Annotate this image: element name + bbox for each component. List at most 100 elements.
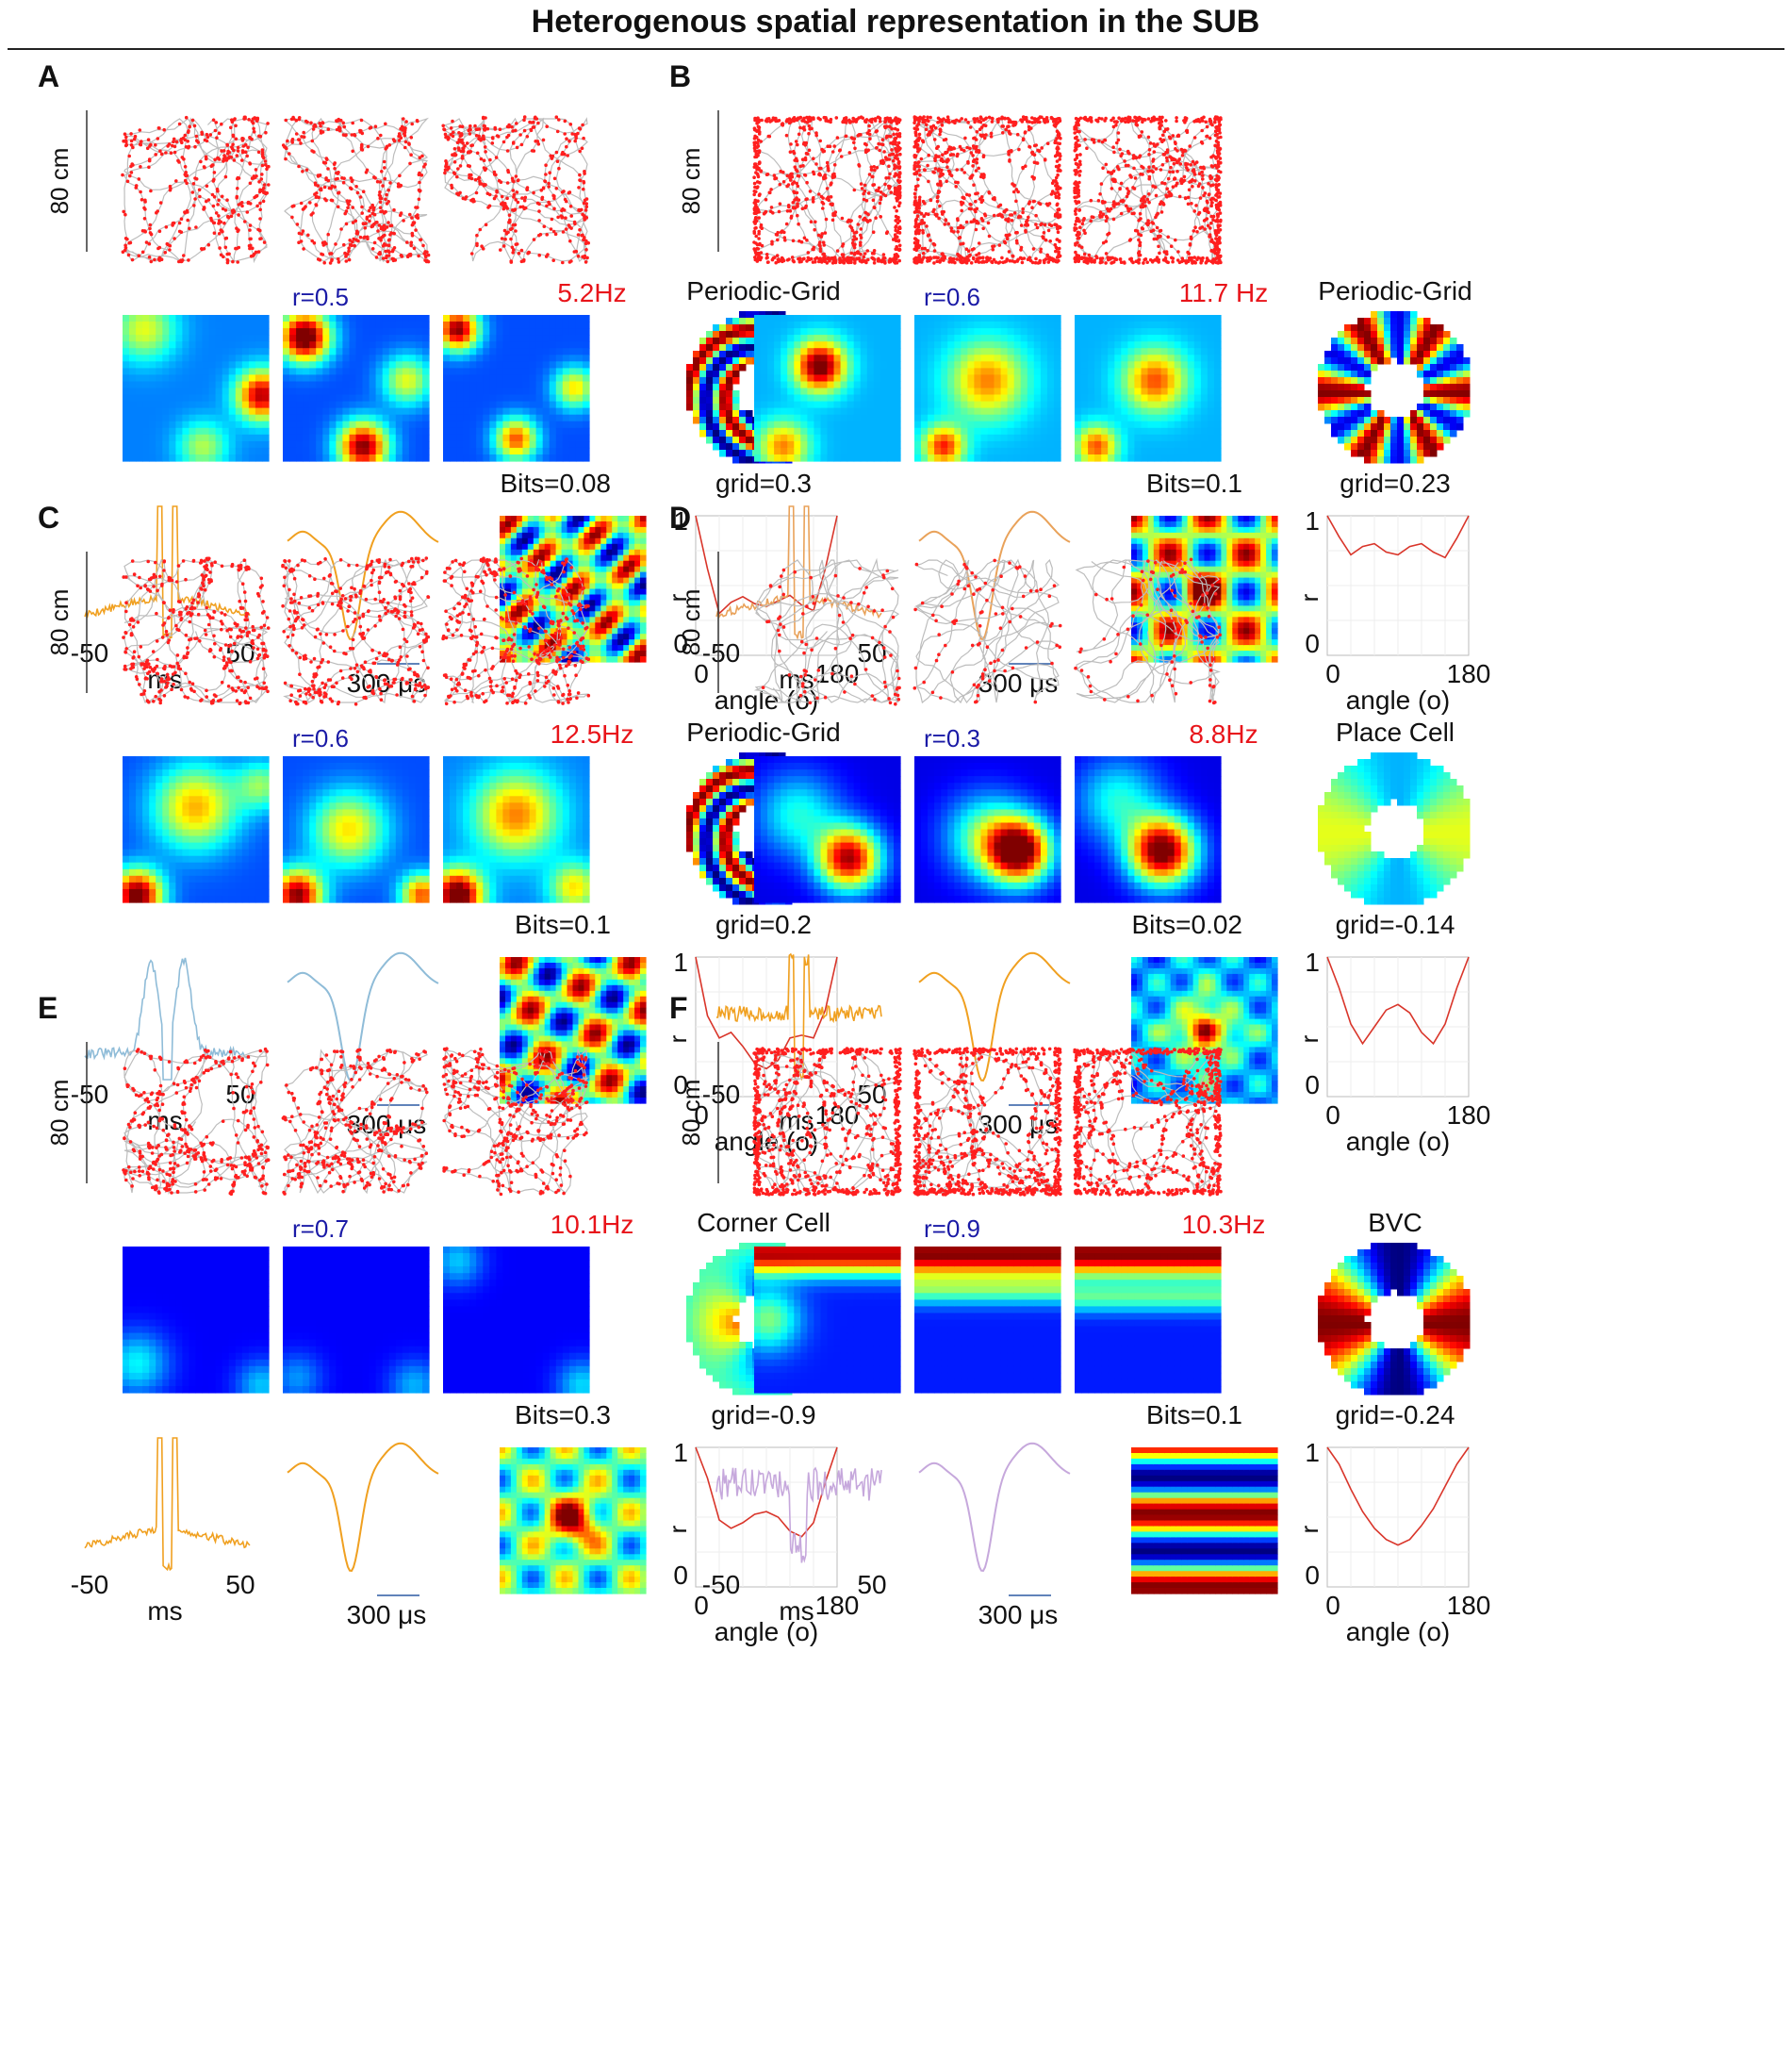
heatmap-cell [544,543,551,551]
heatmap-cell [1134,322,1142,329]
heatmap-cell [833,388,842,396]
heatmap-cell [860,434,868,442]
heatmap-cell [1142,566,1149,573]
heatmap-cell [987,381,995,389]
heatmap-cell [880,348,888,355]
heatmap-cell [617,566,624,573]
ring-cell [686,371,694,378]
heatmap-cell [1040,394,1048,403]
heatmap-cell [369,315,377,322]
heatmap-cell [987,427,995,436]
heatmap-cell [500,543,506,551]
heatmap-cell [1198,521,1206,528]
heatmap-cell [522,368,531,375]
heatmap-cell [1175,583,1183,590]
heatmap-cell [1160,440,1169,449]
heatmap-cell [623,622,630,629]
heatmap-cell [1027,454,1035,462]
heatmap-cell [847,394,855,403]
heatmap-cell [538,611,546,618]
heatmap-cell [754,355,762,362]
heatmap-cell [1187,315,1195,322]
heatmap-cell [1187,537,1194,545]
heatmap-cell [840,407,848,416]
heatmap-cell [1131,583,1138,590]
heatmap-cell [1170,622,1177,629]
heatmap-cell [1200,427,1208,436]
heatmap-cell [123,328,130,336]
heatmap-cell [589,571,596,579]
heatmap-cell [600,516,607,522]
heatmap-cell [289,328,297,336]
heatmap-cell [629,571,635,579]
heatmap-cell [1134,381,1142,389]
heatmap-cell [860,394,868,403]
heatmap-cell [222,355,230,362]
heatmap-cell [1238,532,1244,539]
heatmap-cell [629,516,635,522]
ring-cell [1331,384,1339,391]
heatmap-cell [544,628,551,635]
heatmap-cell [1075,361,1082,369]
heatmap-cell [1020,328,1028,336]
heatmap-cell [1020,427,1028,436]
heatmap-cell [987,335,995,342]
cell-type-label: Periodic-Grid [1318,276,1471,306]
heatmap-cell [208,335,217,342]
ring-cell [706,390,714,398]
heatmap-cell [469,447,477,455]
heatmap-cell [947,388,955,396]
heatmap-cell [1088,315,1095,322]
heatmap-cell [1198,526,1206,534]
heatmap-cell [1159,600,1166,606]
heatmap-cell [235,348,243,355]
heatmap-cell [496,401,503,409]
heatmap-cell [827,341,835,349]
heatmap-cell [215,381,223,389]
ring-cell [1397,324,1405,332]
heatmap-cell [516,355,524,362]
heatmap-cell [1167,335,1175,342]
heatmap-cell [1174,328,1182,336]
heatmap-cell [450,434,457,442]
heatmap-cell [516,374,524,382]
heatmap-cell [1243,532,1250,539]
heatmap-cell [1142,560,1149,568]
heatmap-cell [561,521,568,528]
ring-cell [706,397,714,405]
heatmap-cell [555,368,564,375]
heatmap-cell [1170,560,1177,568]
heatmap-cell [634,566,641,573]
heatmap-cell [549,447,557,455]
heatmap-cell [584,645,590,652]
heatmap-cell [980,335,989,342]
heatmap-cell [289,407,297,416]
heatmap-cell [1121,355,1128,362]
ring-cell [1318,404,1325,411]
heatmap-cell [1013,341,1022,349]
heatmap-cell [542,335,551,342]
heatmap-cell [941,335,948,342]
heatmap-cell [349,374,357,382]
heatmap-cell [1215,566,1222,573]
heatmap-cell [422,414,430,422]
ring-cell [1377,331,1385,339]
heatmap-cell [388,348,397,355]
heatmap-cell [1027,381,1035,389]
heatmap-cell [600,617,607,623]
heatmap-cell [527,554,534,562]
heatmap-cell [1243,656,1250,663]
heatmap-cell [500,554,506,562]
heatmap-cell [388,328,397,336]
ring-cell [1397,331,1405,339]
heatmap-cell [476,348,484,355]
heatmap-cell [228,427,237,436]
heatmap-cell [1121,335,1128,342]
heatmap-cell [456,407,464,416]
ring-cell [1324,371,1332,378]
ring-cell [1417,423,1424,431]
heatmap-cell [1114,368,1122,375]
heatmap-cell [538,645,546,652]
heatmap-cell [355,348,364,355]
heatmap-cell [1141,388,1149,396]
